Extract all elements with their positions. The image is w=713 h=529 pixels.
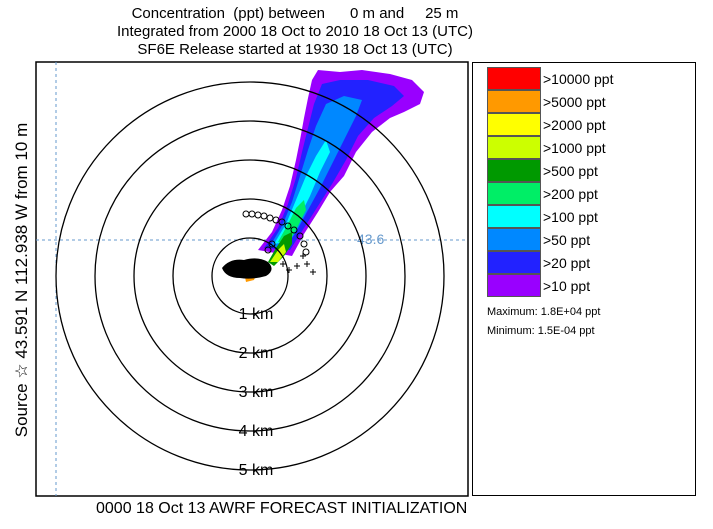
legend-swatch [487, 251, 541, 274]
legend-label: >1000 ppt [543, 139, 606, 156]
particle-marker [268, 240, 276, 248]
ring-label-4km: 4 km [239, 423, 274, 440]
legend-label: >20 ppt [543, 254, 591, 271]
ring-label-3km: 3 km [239, 384, 274, 401]
particle-marker [272, 216, 280, 224]
title-line-3: SF6E Release started at 1930 18 Oct 13 (… [137, 41, 453, 58]
title-line-1: Concentration (ppt) between 0 m and 25 m [131, 5, 459, 22]
particle-cross-markers [280, 253, 316, 275]
legend-label: >10000 ppt [543, 70, 614, 87]
legend-swatch [487, 182, 541, 205]
particle-marker [300, 240, 308, 248]
ring-4km [94, 120, 406, 432]
ring-1km [211, 237, 289, 315]
legend-row: >100 ppt [487, 205, 598, 228]
legend-swatch [487, 67, 541, 90]
ring-label-2km: 2 km [239, 345, 274, 362]
ring-3km [133, 159, 367, 393]
legend-swatch [487, 205, 541, 228]
particle-marker [266, 214, 274, 222]
legend-row: >200 ppt [487, 182, 598, 205]
distance-rings [55, 81, 445, 471]
legend-row: >10 ppt [487, 274, 590, 297]
legend-swatch [487, 136, 541, 159]
particle-marker [302, 248, 310, 256]
legend-label: >5000 ppt [543, 93, 606, 110]
legend-swatch [487, 159, 541, 182]
ring-label-1km: 1 km [239, 306, 274, 323]
concentration-legend: >10000 ppt >5000 ppt >2000 ppt >1000 ppt… [472, 62, 696, 496]
plume-1000ppt [270, 244, 286, 262]
legend-label: >500 ppt [543, 162, 598, 179]
particle-marker [264, 246, 272, 254]
particle-marker [296, 232, 304, 240]
ring-5km [55, 81, 445, 471]
legend-label: >50 ppt [543, 231, 591, 248]
legend-label: >200 ppt [543, 185, 598, 202]
legend-swatch [487, 274, 541, 297]
legend-swatch [487, 90, 541, 113]
particle-marker [290, 226, 298, 234]
legend-minimum: Minimum: 1.5E-04 ppt [487, 325, 595, 337]
legend-swatch [487, 113, 541, 136]
latitude-label: 43.6 [357, 231, 384, 247]
particle-marker [284, 222, 292, 230]
ring-label-5km: 5 km [239, 462, 274, 479]
legend-label: >2000 ppt [543, 116, 606, 133]
legend-swatch [487, 228, 541, 251]
forecast-footer: 0000 18 Oct 13 AWRF FORECAST INITIALIZAT… [96, 500, 468, 517]
title-line-2: Integrated from 2000 18 Oct to 2010 18 O… [116, 23, 473, 40]
particle-markers [242, 210, 316, 275]
legend-row: >50 ppt [487, 228, 590, 251]
source-marker-cluster [222, 258, 272, 279]
plume-100ppt [274, 140, 330, 244]
ring-2km [172, 198, 328, 354]
legend-row: >1000 ppt [487, 136, 606, 159]
plume-200ppt [278, 200, 306, 244]
legend-row: >5000 ppt [487, 90, 606, 113]
particle-marker [260, 212, 268, 220]
legend-row: >20 ppt [487, 251, 590, 274]
legend-maximum: Maximum: 1.8E+04 ppt [487, 306, 601, 318]
legend-row: >2000 ppt [487, 113, 606, 136]
legend-label: >100 ppt [543, 208, 598, 225]
legend-row: >10000 ppt [487, 67, 613, 90]
particle-marker [278, 218, 286, 226]
legend-row: >500 ppt [487, 159, 598, 182]
legend-label: >10 ppt [543, 277, 591, 294]
